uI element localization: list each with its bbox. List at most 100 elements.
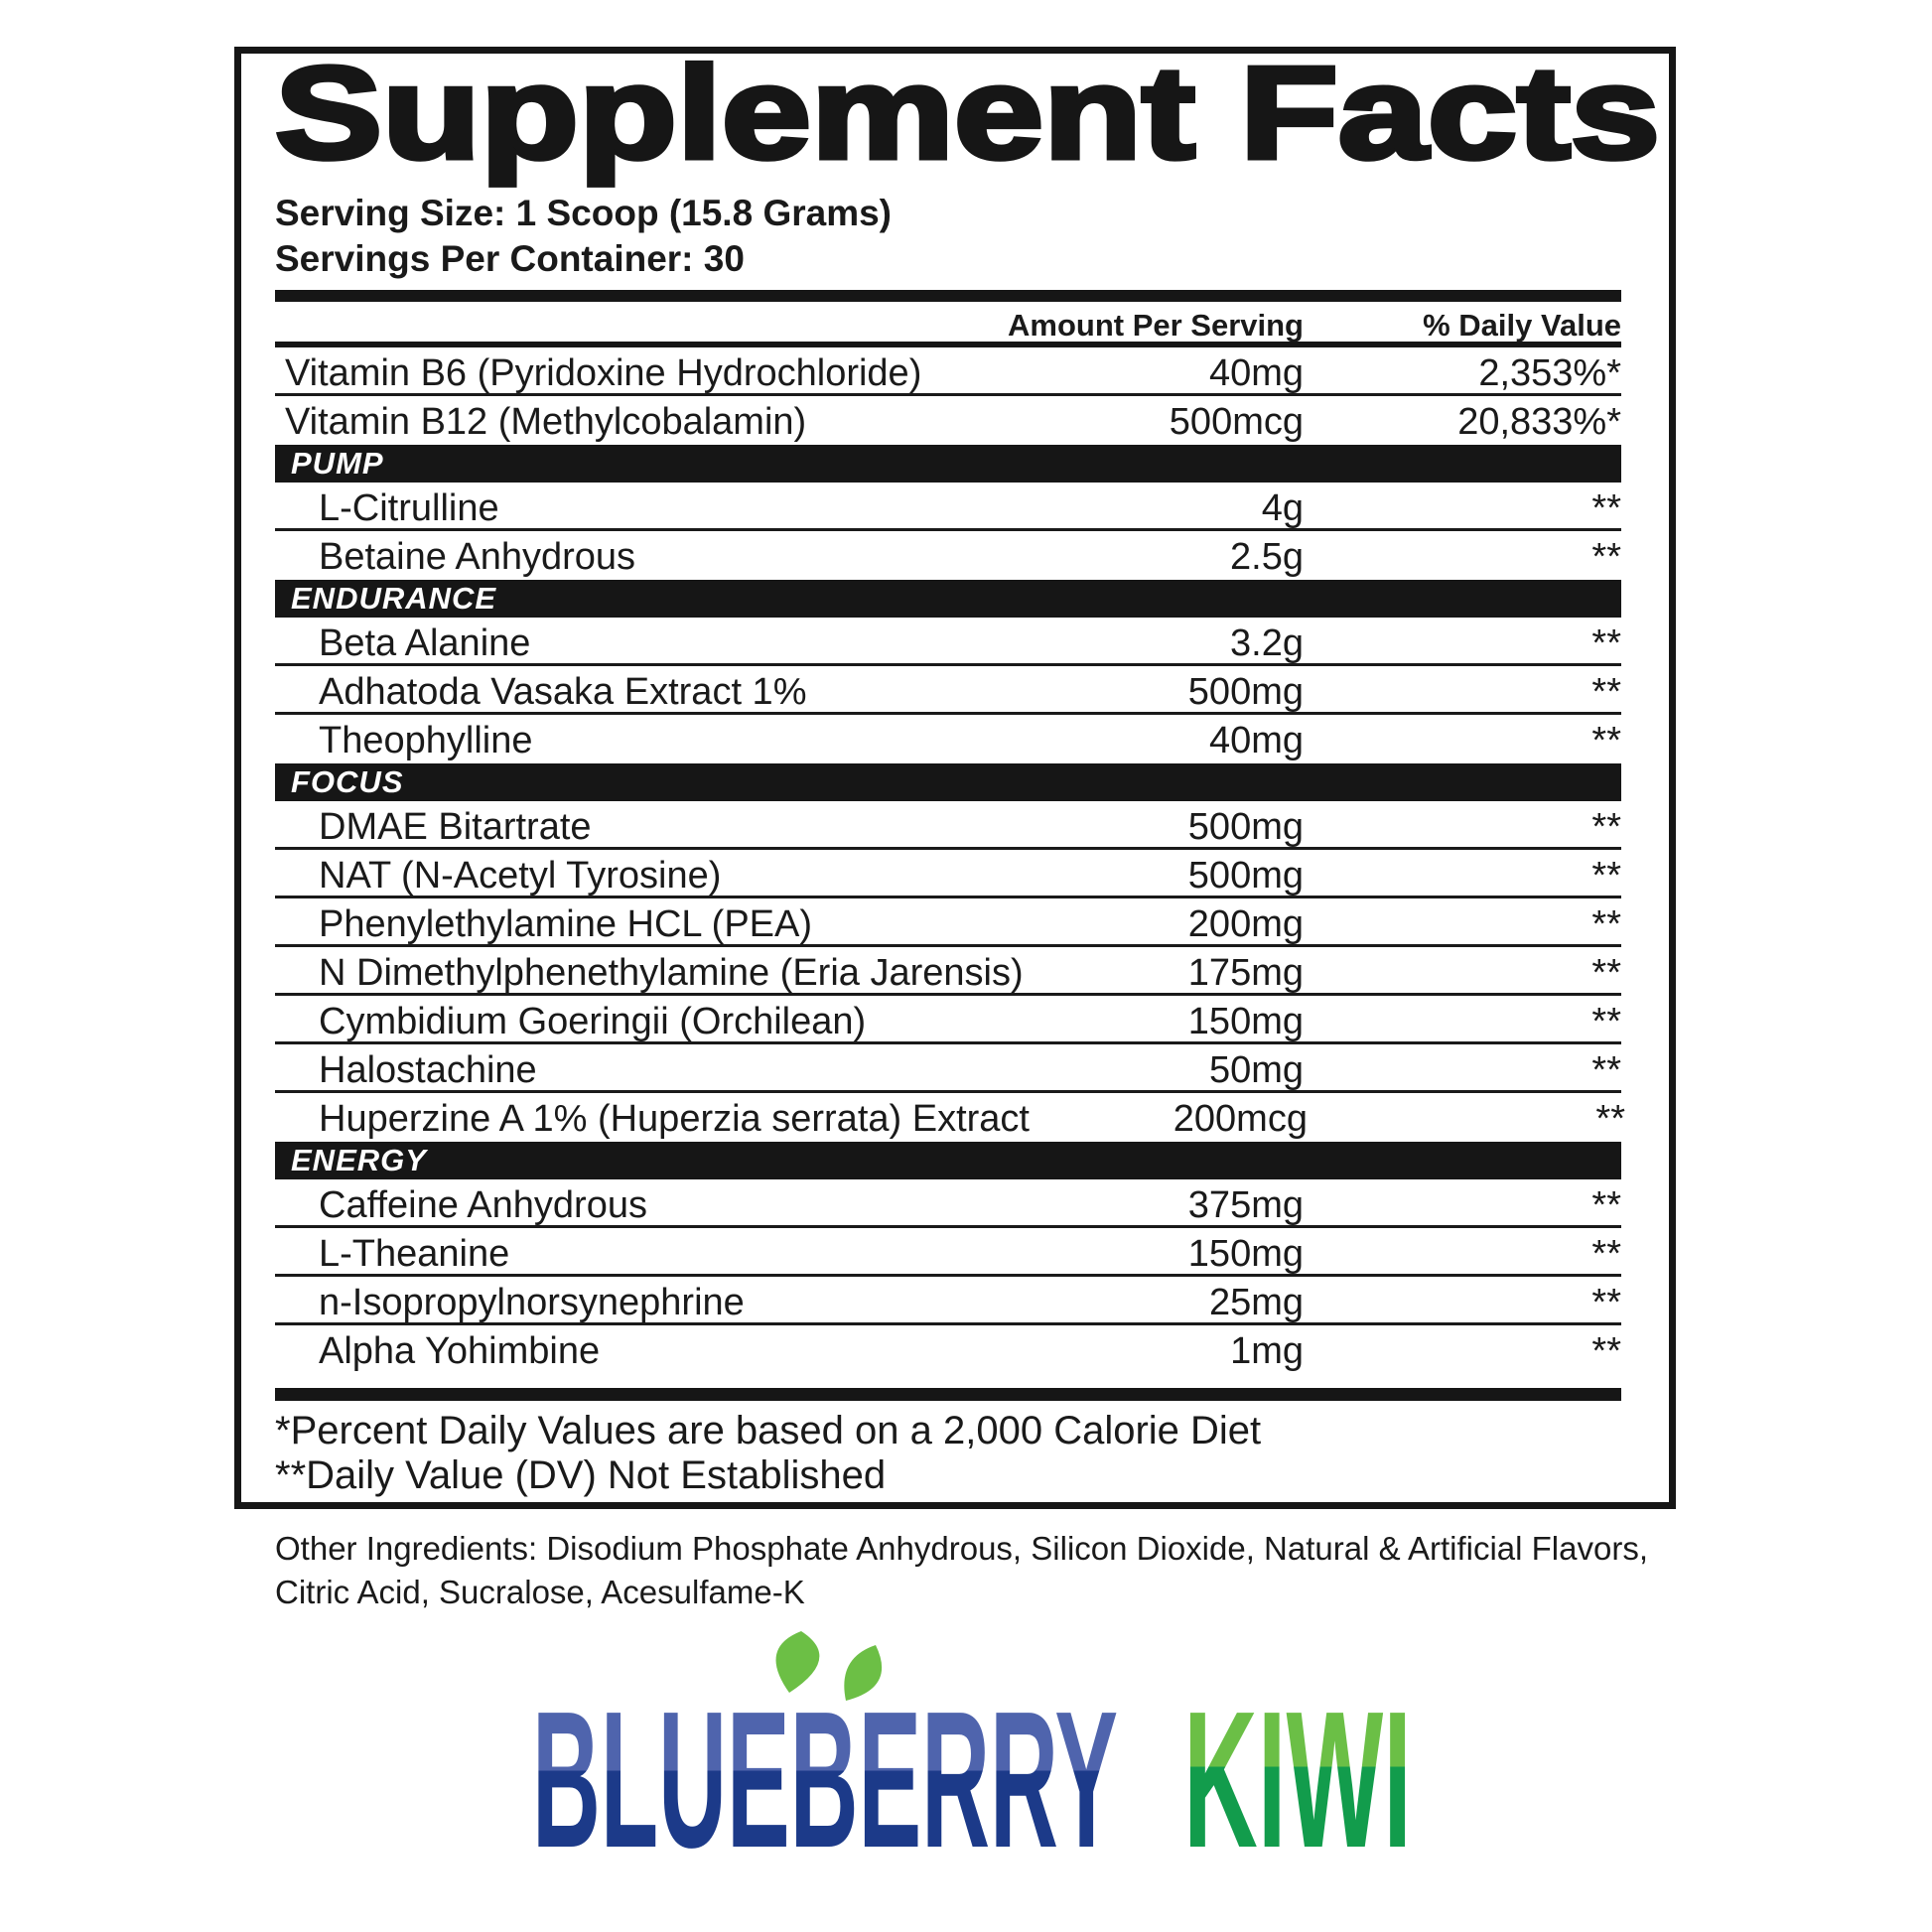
ingredient-amount: 50mg [1208,1049,1304,1091]
ingredient-daily-value: ** [1595,1098,1625,1140]
ingredient-amount: 3.2g [1230,622,1304,664]
section-header-focus: FOCUS [275,763,1621,801]
ingredient-name: Huperzine A 1% (Huperzia serrata) Extrac… [319,1098,1030,1140]
flavor-word-blueberry: BLUEBERRY [532,1671,1118,1888]
footnote-dv-not-established: **Daily Value (DV) Not Established [275,1453,887,1497]
ingredient-amount: 500mg [1187,671,1304,713]
sprout-leaf-right-icon [844,1645,883,1701]
ingredient-name: Cymbidium Goeringii (Orchilean) [319,1001,867,1042]
ingredient-amount: 500mg [1187,806,1304,848]
table-row: NAT (N-Acetyl Tyrosine) 500mg ** [275,850,1621,898]
ingredient-daily-value: ** [1591,622,1621,664]
table-row: Alpha Yohimbine 1mg ** [275,1325,1621,1374]
ingredient-name: Halostachine [319,1049,537,1091]
table-row: Cymbidium Goeringii (Orchilean) 150mg ** [275,996,1621,1044]
ingredient-daily-value: ** [1591,903,1621,945]
section-label: ENDURANCE [291,581,497,616]
ingredient-daily-value: ** [1591,1001,1621,1042]
sprout-leaf-left-icon [775,1631,820,1693]
ingredient-daily-value: 2,353%* [1478,352,1621,394]
ingredient-name: n-Isopropylnorsynephrine [319,1282,745,1323]
facts-title-svg: Supplement Facts [273,38,1663,189]
ingredient-amount: 40mg [1208,720,1304,761]
serving-size: Serving Size: 1 Scoop (15.8 Grams) [275,193,892,233]
ingredient-name: Beta Alanine [319,622,531,664]
ingredient-name: Vitamin B6 (Pyridoxine Hydrochloride) [285,352,922,394]
other-ingredients: Other Ingredients: Disodium Phosphate An… [275,1530,1648,1610]
ingredient-name: Betaine Anhydrous [319,536,636,578]
ingredient-daily-value: ** [1591,487,1621,529]
supplement-facts-box: Supplement Facts Serving Size: 1 Scoop (… [234,38,1676,1509]
ingredient-daily-value: 20,833%* [1457,401,1621,443]
table-row: Betaine Anhydrous 2.5g ** [275,531,1621,580]
footnotes: *Percent Daily Values are based on a 2,0… [275,1409,1621,1498]
ingredient-amount: 200mcg [1173,1098,1308,1140]
section-label: PUMP [291,446,384,481]
ingredient-amount: 175mg [1187,952,1304,994]
ingredient-name: NAT (N-Acetyl Tyrosine) [319,855,722,897]
ingredient-daily-value: ** [1591,536,1621,578]
ingredient-daily-value: ** [1591,1330,1621,1372]
ingredient-daily-value: ** [1591,1282,1621,1323]
ingredient-daily-value: ** [1591,1049,1621,1091]
ingredient-name: Theophylline [319,720,533,761]
table-row: Caffeine Anhydrous 375mg ** [275,1179,1621,1228]
ingredient-amount: 150mg [1187,1233,1304,1275]
ingredient-amount: 25mg [1208,1282,1304,1323]
facts-content: Supplement Facts Serving Size: 1 Scoop (… [273,38,1663,1498]
flavor-logo: BLUEBERRY KIWI [532,1631,1412,1888]
table-header-row: Amount Per Serving % Daily Value [275,302,1621,343]
ingredient-amount: 500mcg [1169,401,1304,443]
ingredient-name: Adhatoda Vasaka Extract 1% [319,671,807,713]
table-bottom-bar [275,1388,1621,1401]
ingredient-name: DMAE Bitartrate [319,806,592,848]
table-row: Halostachine 50mg ** [275,1044,1621,1093]
table-row: L-Citrulline 4g ** [275,483,1621,531]
table-header-line [275,342,1621,347]
ingredient-amount: 500mg [1187,855,1304,897]
table-row: Vitamin B6 (Pyridoxine Hydrochloride) 40m… [275,347,1621,396]
table-top-bar [275,290,1621,302]
ingredient-daily-value: ** [1591,671,1621,713]
table-row: Vitamin B12 (Methylcobalamin) 500mcg 20,83… [275,396,1621,445]
table-row: Beta Alanine 3.2g ** [275,618,1621,666]
ingredient-daily-value: ** [1591,855,1621,897]
section-header-energy: ENERGY [275,1142,1621,1179]
table-row: L-Theanine 150mg ** [275,1228,1621,1277]
facts-rows: Vitamin B6 (Pyridoxine Hydrochloride) 40m… [275,347,1625,1374]
section-label: ENERGY [291,1143,427,1177]
table-row: Adhatoda Vasaka Extract 1% 500mg ** [275,666,1621,715]
ingredient-daily-value: ** [1591,952,1621,994]
ingredient-daily-value: ** [1591,806,1621,848]
servings-per-container: Servings Per Container: 30 [275,238,745,279]
table-row: DMAE Bitartrate 500mg ** [275,801,1621,850]
page-title: Supplement Facts [275,40,1660,186]
ingredient-name: Phenylethylamine HCL (PEA) [319,903,813,945]
section-header-endurance: ENDURANCE [275,580,1621,618]
table-row: Huperzine A 1% (Huperzia serrata) Extrac… [275,1093,1625,1142]
ingredient-name: Vitamin B12 (Methylcobalamin) [285,401,807,443]
footnote-daily-values: *Percent Daily Values are based on a 2,0… [275,1409,1262,1452]
amount-per-serving-header: Amount Per Serving [1008,308,1304,343]
section-header-pump: PUMP [275,445,1621,483]
ingredient-name: L-Theanine [319,1233,510,1275]
ingredient-name: N Dimethylphenethylamine (Eria Jarensis) [319,952,1024,994]
ingredient-amount: 150mg [1187,1001,1304,1042]
flavor-word-kiwi: KIWI [1183,1671,1412,1888]
table-row: n-Isopropylnorsynephrine 25mg ** [275,1277,1621,1325]
section-label: FOCUS [291,764,404,799]
table-row: N Dimethylphenethylamine (Eria Jarensis)… [275,947,1621,996]
ingredient-name: Alpha Yohimbine [319,1330,601,1372]
ingredient-amount: 4g [1261,487,1304,529]
ingredient-amount: 1mg [1230,1330,1304,1372]
ingredient-name: Caffeine Anhydrous [319,1184,647,1226]
ingredient-daily-value: ** [1591,1233,1621,1275]
ingredient-daily-value: ** [1591,720,1621,761]
ingredient-amount: 200mg [1187,903,1304,945]
ingredient-name: L-Citrulline [319,487,499,529]
daily-value-header: % Daily Value [1423,308,1621,343]
ingredient-amount: 40mg [1208,352,1304,394]
ingredient-amount: 2.5g [1230,536,1304,578]
table-row: Phenylethylamine HCL (PEA) 200mg ** [275,898,1621,947]
